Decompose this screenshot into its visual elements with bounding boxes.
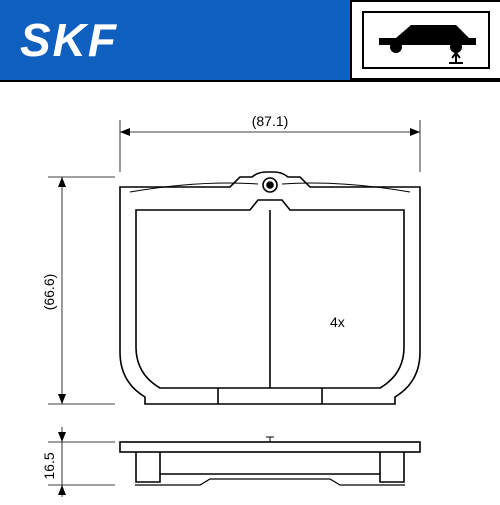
- brake-pad-front: [120, 172, 420, 404]
- logo-area: SKF: [0, 0, 350, 80]
- height-value: (66.6): [41, 274, 57, 311]
- height-dimension: (66.6): [41, 177, 115, 404]
- position-icon-area: [350, 0, 500, 80]
- width-value: (87.1): [252, 113, 289, 129]
- technical-drawing: (87.1) (66.6): [0, 82, 500, 500]
- thickness-dimension: 16.5: [41, 427, 115, 497]
- quantity-label: 4x: [330, 314, 345, 330]
- brake-pad-side: [120, 437, 420, 485]
- header: SKF: [0, 0, 500, 82]
- brand-logo: SKF: [20, 13, 118, 67]
- width-dimension: (87.1): [120, 113, 420, 172]
- rear-axle-icon: [361, 10, 491, 70]
- thickness-value: 16.5: [41, 452, 57, 479]
